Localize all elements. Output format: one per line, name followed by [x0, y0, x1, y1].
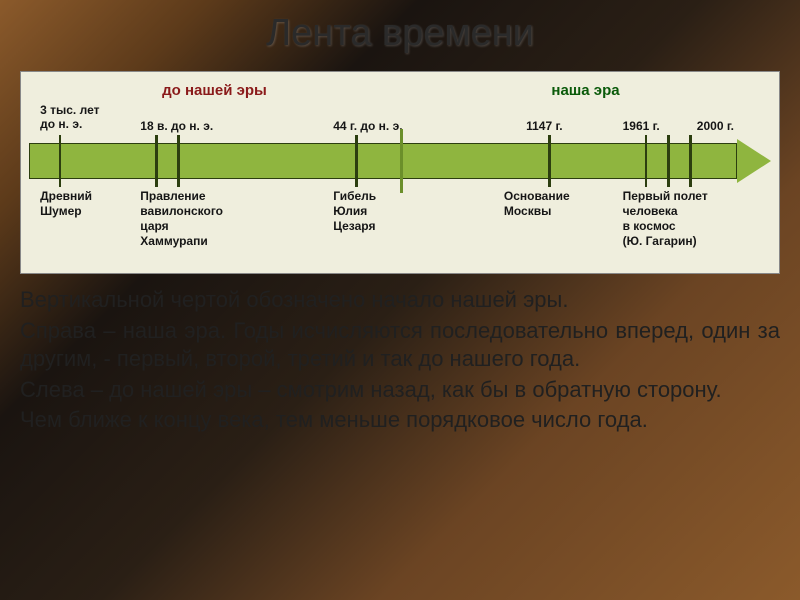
timeline-tick: [177, 135, 180, 187]
timeline-tick: [689, 135, 692, 187]
timeline-tick: [645, 135, 648, 187]
era-divider: [400, 129, 403, 193]
timeline-arrow: [29, 139, 771, 183]
date-label: 3 тыс. летдо н. э.: [40, 103, 99, 132]
timeline-tick: [59, 135, 62, 187]
event-label: ОснованиеМосквы: [504, 189, 570, 219]
era-labels: до нашей эры наша эра: [29, 82, 771, 99]
timeline-panel: до нашей эры наша эра 3 тыс. летдо н. э.…: [20, 71, 780, 274]
ad-era-label: наша эра: [400, 82, 771, 99]
timeline-tick: [548, 135, 551, 187]
date-label: 44 г. до н. э.: [333, 119, 402, 133]
slide-title: Лента времени: [0, 0, 800, 63]
timeline-tick: [355, 135, 358, 187]
arrow-body: [29, 143, 737, 179]
arrow-head-icon: [737, 139, 771, 183]
paragraph: Вертикальной чертой обозначено начало на…: [20, 286, 780, 315]
paragraph: Слева – до нашей эры – смотрим назад, ка…: [20, 376, 780, 405]
explanation-text: Вертикальной чертой обозначено начало на…: [20, 286, 780, 435]
date-label: 1147 г.: [526, 119, 563, 133]
event-label: ДревнийШумер: [40, 189, 92, 219]
event-label: ПравлениевавилонскогоцаряХаммурапи: [140, 189, 223, 249]
date-label: 1961 г.: [623, 119, 660, 133]
timeline-tick: [667, 135, 670, 187]
date-label: 18 в. до н. э.: [140, 119, 213, 133]
bottom-label-row: ДревнийШумер ПравлениевавилонскогоцаряХам…: [29, 189, 771, 261]
event-label: Первый полетчеловекав космос(Ю. Гагарин): [623, 189, 708, 249]
paragraph: Чем ближе к концу века, тем меньше поряд…: [20, 406, 780, 435]
event-label: ГибельЮлияЦезаря: [333, 189, 376, 234]
timeline-tick: [155, 135, 158, 187]
bc-era-label: до нашей эры: [29, 82, 400, 99]
paragraph: Справа – наша эра. Годы исчисляются посл…: [20, 317, 780, 374]
date-label: 2000 г.: [697, 119, 734, 133]
